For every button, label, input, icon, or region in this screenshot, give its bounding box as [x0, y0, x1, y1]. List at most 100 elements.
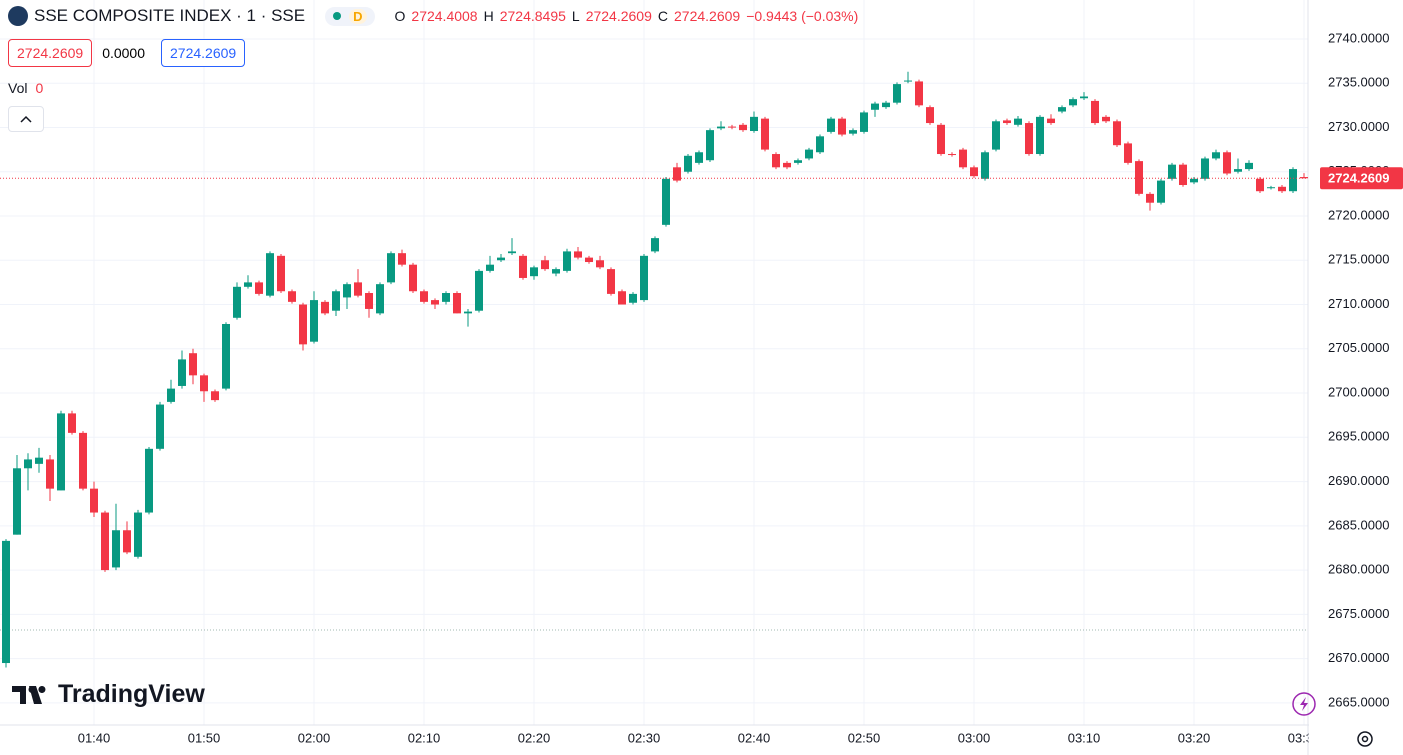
- candle-body: [849, 130, 857, 134]
- candle-body: [431, 300, 439, 305]
- candle-body: [57, 413, 65, 491]
- candle-body: [398, 253, 406, 265]
- ohlc-value: 2724.4008: [411, 8, 478, 24]
- alert-bolt: [1300, 697, 1308, 711]
- x-tick-label: 02:20: [518, 730, 551, 745]
- candle-body: [46, 459, 54, 489]
- candle-body: [1047, 118, 1055, 124]
- volume-legend: Vol 0: [8, 80, 43, 96]
- candle-body: [310, 300, 318, 342]
- candle-body: [13, 468, 21, 535]
- brand-name: TradingView: [58, 680, 205, 708]
- candle-body: [1190, 178, 1198, 183]
- candle-body: [90, 488, 98, 513]
- ohlc-value: 2724.2609: [674, 8, 741, 24]
- symbol-title[interactable]: SSE COMPOSITE INDEX · 1 · SSE: [34, 6, 306, 25]
- collapse-button[interactable]: [8, 106, 44, 132]
- candle-body: [717, 126, 725, 129]
- brand-logo[interactable]: TradingView: [12, 680, 205, 709]
- candle-body: [1157, 180, 1165, 203]
- candle-body: [1080, 96, 1088, 99]
- candle-body: [607, 269, 615, 294]
- candle-body: [728, 126, 736, 128]
- status-pill[interactable]: D: [325, 6, 375, 26]
- candle-body: [992, 121, 1000, 150]
- y-tick-label: 2735.0000: [1328, 75, 1389, 90]
- y-tick-label: 2740.0000: [1328, 30, 1389, 45]
- candle-body: [684, 155, 692, 172]
- candle-body: [332, 291, 340, 311]
- candle-body: [970, 167, 978, 177]
- sell-price[interactable]: 2724.2609: [8, 39, 93, 67]
- candle-body: [640, 255, 648, 301]
- candle-body: [695, 152, 703, 163]
- candle-body: [453, 293, 461, 314]
- candle-body: [1124, 143, 1132, 163]
- brand-mark: [12, 685, 46, 704]
- candle-body: [321, 301, 329, 314]
- candle-body: [200, 375, 208, 392]
- candle-body: [387, 253, 395, 283]
- ohlc-value: 2724.2609: [585, 8, 652, 24]
- candle-body: [354, 282, 362, 296]
- candle-body: [662, 178, 670, 225]
- x-tick-label: 02:10: [408, 730, 441, 745]
- candle-body: [1102, 116, 1110, 122]
- candle-body: [805, 149, 813, 159]
- ohlc-label: C: [657, 8, 669, 24]
- candle-body: [376, 284, 384, 314]
- candle-body: [233, 286, 241, 318]
- candle-body: [871, 103, 879, 110]
- y-tick-label: 2680.0000: [1328, 562, 1389, 577]
- candle-body: [761, 118, 769, 150]
- market-status-dot: [333, 12, 342, 20]
- candle-body: [244, 282, 252, 287]
- x-tick-label: 02:00: [298, 730, 331, 745]
- candle-body: [1267, 187, 1275, 189]
- candle-body: [35, 457, 43, 464]
- candle-body: [464, 311, 472, 314]
- candle-body: [299, 304, 307, 345]
- trade-row: 2724.2609 0.0000 2724.2609: [8, 39, 246, 67]
- x-tick-label: 02:50: [848, 730, 881, 745]
- candle-body: [2, 540, 10, 664]
- y-tick-label: 2665.0000: [1328, 694, 1389, 709]
- y-tick-label: 2715.0000: [1328, 252, 1389, 267]
- x-tick-label: 03:20: [1178, 730, 1211, 745]
- candle-body: [1091, 100, 1099, 124]
- candle-body: [1135, 161, 1143, 194]
- candle-body: [838, 118, 846, 135]
- ohlc-value: 2724.8495: [499, 8, 566, 24]
- candle-body: [860, 112, 868, 132]
- candle-body: [882, 102, 890, 108]
- x-tick-label: 03:00: [958, 730, 991, 745]
- candle-body: [530, 267, 538, 277]
- buy-price[interactable]: 2724.2609: [161, 39, 246, 67]
- candle-body: [167, 388, 175, 402]
- header: SSE COMPOSITE INDEX · 1 · SSE D O 2724.40…: [8, 6, 858, 26]
- candle-body: [1234, 169, 1242, 172]
- candle-body: [1113, 121, 1121, 146]
- candle-body: [156, 404, 164, 449]
- candle-body: [420, 291, 428, 302]
- y-tick-label: 2710.0000: [1328, 296, 1389, 311]
- last-price-label: 2724.2609: [1328, 171, 1389, 186]
- candle-body: [706, 130, 714, 161]
- candle-body: [904, 80, 912, 82]
- candle-body: [1223, 152, 1231, 174]
- y-tick-label: 2670.0000: [1328, 650, 1389, 665]
- candle-body: [475, 270, 483, 311]
- x-tick-label: 02:40: [738, 730, 771, 745]
- candle-body: [288, 291, 296, 302]
- candle-body: [101, 512, 109, 571]
- candle-body: [981, 152, 989, 179]
- candle-body: [1212, 152, 1220, 159]
- candle-body: [816, 136, 824, 153]
- candle-body: [409, 264, 417, 292]
- y-tick-label: 2685.0000: [1328, 517, 1389, 532]
- y-tick-label: 2675.0000: [1328, 606, 1389, 621]
- candle-body: [1179, 164, 1187, 186]
- y-tick-label: 2700.0000: [1328, 384, 1389, 399]
